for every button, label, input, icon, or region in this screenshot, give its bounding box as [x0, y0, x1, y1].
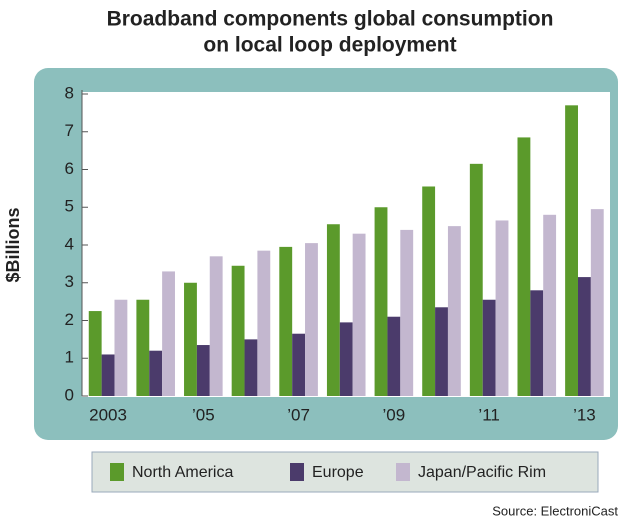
bar: [469, 163, 483, 396]
x-tick-label: ’09: [383, 405, 406, 424]
chart-title: Broadband components global consumption: [107, 8, 554, 31]
y-tick-label: 2: [65, 310, 74, 329]
bar: [184, 282, 197, 396]
y-tick-label: 6: [65, 159, 74, 178]
y-tick-label: 0: [65, 385, 74, 404]
bar: [590, 209, 604, 396]
bar: [149, 350, 163, 396]
bar: [101, 354, 115, 396]
x-tick-label: ’07: [287, 405, 310, 424]
x-tick-label: ’13: [573, 405, 596, 424]
bar: [517, 137, 531, 396]
bar: [279, 246, 293, 396]
bar: [482, 299, 496, 396]
bar: [305, 243, 318, 396]
bar: [422, 186, 436, 396]
bar: [257, 250, 271, 396]
y-tick-label: 3: [65, 272, 74, 291]
bar: [231, 265, 245, 396]
x-tick-label: ’05: [192, 405, 215, 424]
bar: [577, 277, 591, 396]
legend-label: Japan/Pacific Rim: [418, 464, 546, 481]
y-axis-label: $Billions: [3, 207, 23, 282]
x-tick-label: ’11: [478, 405, 499, 424]
bar: [400, 229, 414, 396]
legend-swatch: [110, 463, 124, 481]
chart-title: on local loop deployment: [203, 34, 456, 57]
y-tick-label: 1: [65, 348, 74, 367]
legend: [91, 451, 599, 493]
bar: [114, 299, 128, 396]
bar: [244, 339, 258, 396]
bar: [162, 271, 175, 396]
legend-swatch: [290, 463, 304, 481]
source: Source: ElectroniCast: [492, 503, 618, 518]
bar: [530, 290, 544, 396]
y-tick-label: 7: [65, 121, 74, 140]
bar: [352, 233, 366, 396]
bar: [495, 220, 509, 396]
legend-label: North America: [132, 464, 233, 481]
y-tick-label: 4: [65, 234, 74, 253]
bar: [387, 316, 401, 396]
legend-label: Europe: [312, 464, 364, 481]
bar: [326, 224, 340, 396]
bar: [209, 256, 223, 396]
bar: [136, 299, 150, 396]
legend-swatch: [396, 463, 410, 481]
bar: [565, 105, 578, 396]
y-tick-label: 8: [65, 83, 74, 102]
bar: [447, 226, 461, 396]
bar: [374, 207, 388, 396]
y-tick-label: 5: [65, 197, 74, 216]
x-tick-label: 2003: [89, 405, 127, 424]
bar: [88, 311, 102, 396]
bar: [196, 345, 210, 396]
bar: [339, 322, 353, 396]
bar: [435, 307, 448, 396]
bar: [292, 333, 306, 396]
bar: [543, 214, 557, 396]
